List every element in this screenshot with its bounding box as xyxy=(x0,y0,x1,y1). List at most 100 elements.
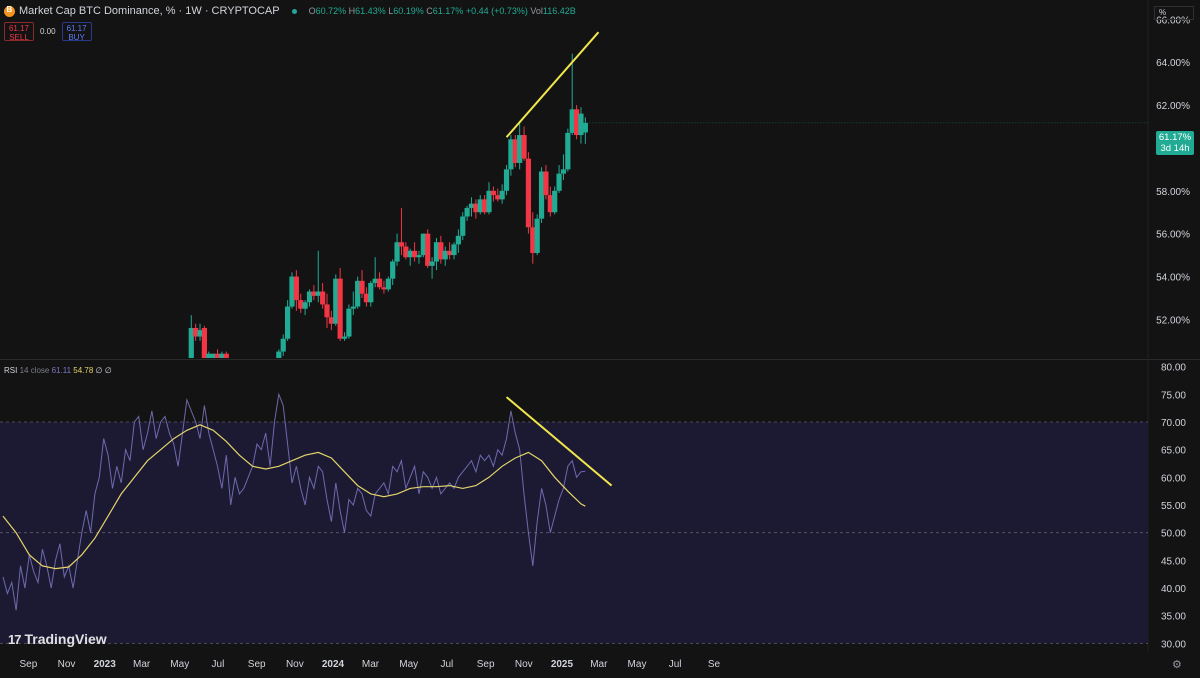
time-axis-tick: Jul xyxy=(669,659,682,670)
candle-body xyxy=(582,122,588,133)
candle-body xyxy=(560,169,567,174)
time-axis-tick: Sep xyxy=(248,659,266,670)
candle-body xyxy=(464,207,470,217)
candle-body xyxy=(219,353,225,358)
brand-name: TradingView xyxy=(24,631,107,647)
tradingview-logo[interactable]: 17 TradingView xyxy=(8,631,107,647)
rsi-ma-value: 54.78 xyxy=(73,366,94,375)
candle-body xyxy=(206,353,212,358)
scale-unit-selector[interactable]: % xyxy=(1154,6,1194,20)
candle-body xyxy=(495,195,501,200)
time-axis-tick: Sep xyxy=(19,659,37,670)
price-axis-tick: 66.00% xyxy=(1156,15,1190,26)
rsi-legend[interactable]: RSI 14 close 61.11 54.78 ∅ ∅ xyxy=(4,366,112,375)
time-axis-tick: 2023 xyxy=(94,659,117,670)
candle-body xyxy=(320,291,326,305)
time-axis-tick: Nov xyxy=(58,659,76,670)
time-axis-tick: Jul xyxy=(212,659,225,670)
candle-body xyxy=(363,293,370,303)
candle-body xyxy=(372,278,378,283)
time-axis-tick: Nov xyxy=(286,659,304,670)
candle-body xyxy=(376,278,383,288)
candle-body xyxy=(298,300,304,309)
time-axis-tick: Mar xyxy=(133,659,151,670)
rsi-axis-tick: 55.00 xyxy=(1161,501,1186,512)
time-axis-tick: May xyxy=(399,659,418,670)
candle-body xyxy=(324,304,330,318)
candle-body xyxy=(403,246,409,258)
rsi-axis-tick: 70.00 xyxy=(1161,418,1186,429)
candle-body xyxy=(398,242,405,247)
candle-body xyxy=(578,113,584,136)
spread-value: 0.00 xyxy=(40,27,56,36)
candle-body xyxy=(468,203,475,208)
rsi-axis-tick: 50.00 xyxy=(1161,529,1186,540)
candle-body xyxy=(390,261,396,279)
candle-body xyxy=(490,190,496,196)
price-axis-tick: 56.00% xyxy=(1156,230,1190,241)
candle-body xyxy=(447,250,453,256)
candle-body xyxy=(355,280,361,307)
time-axis-tick: Nov xyxy=(515,659,533,670)
candle-body xyxy=(223,353,229,358)
rsi-axis-tick: 35.00 xyxy=(1161,612,1186,623)
candle-body xyxy=(311,291,317,296)
rsi-axis-tick: 60.00 xyxy=(1161,473,1186,484)
candle-body xyxy=(455,235,461,245)
sell-button[interactable]: 61.17 SELL xyxy=(4,22,34,42)
candle-body xyxy=(547,195,553,213)
time-axis-tick: Sep xyxy=(477,659,495,670)
candle-body xyxy=(543,171,549,196)
candle-body xyxy=(407,250,413,258)
buy-button[interactable]: 61.17 BUY xyxy=(61,22,92,42)
last-price-value: 61.17% xyxy=(1158,132,1192,143)
candle-body xyxy=(285,306,291,339)
ohlc-values: O60.72% H61.43% L60.19% C61.17% +0.44 (+… xyxy=(308,6,576,16)
candle-body xyxy=(556,173,562,191)
bitcoin-icon xyxy=(4,5,15,17)
candle-body xyxy=(451,244,457,256)
candle-body xyxy=(381,287,387,290)
rsi-axis-tick: 45.00 xyxy=(1161,556,1186,567)
bar-countdown: 3d 14h xyxy=(1160,143,1190,154)
tradingview-logo-icon: 17 xyxy=(8,631,22,647)
time-axis-tick: Jul xyxy=(440,659,453,670)
rsi-value: 61.11 xyxy=(51,366,72,375)
market-status-dot xyxy=(291,8,297,14)
candle-body xyxy=(508,139,514,170)
time-axis-tick: Se xyxy=(708,659,721,670)
candle-body xyxy=(346,308,352,337)
candle-body xyxy=(341,336,348,339)
candle-body xyxy=(438,242,444,260)
time-axis-tick: May xyxy=(170,659,189,670)
rsi-axis-tick: 65.00 xyxy=(1161,446,1186,457)
candle-body xyxy=(429,261,435,266)
settings-gear-icon[interactable]: ⚙ xyxy=(1172,659,1182,671)
candle-body xyxy=(333,278,339,324)
candle-body xyxy=(337,278,343,339)
candle-body xyxy=(473,203,479,213)
candle-body xyxy=(425,233,431,266)
candle-body xyxy=(525,158,532,228)
candle-body xyxy=(433,242,440,262)
price-axis-tick: 64.00% xyxy=(1156,58,1190,69)
candle-body xyxy=(289,276,295,307)
candle-body xyxy=(573,109,580,136)
candle-body xyxy=(477,199,483,213)
time-axis-tick: 2025 xyxy=(551,659,574,670)
candle-body xyxy=(442,250,448,260)
candle-body xyxy=(193,327,199,337)
rsi-params: 14 close xyxy=(19,366,50,375)
candle-body xyxy=(411,250,418,258)
candle-body xyxy=(197,330,203,337)
trade-buttons: 61.17 SELL 0.00 61.17 BUY xyxy=(4,22,92,42)
price-axis-tick: 62.00% xyxy=(1156,101,1190,112)
candle-body xyxy=(517,135,523,163)
symbol-header: Market Cap BTC Dominance, % · 1W · CRYPT… xyxy=(4,5,576,17)
candle-body xyxy=(201,327,208,358)
rsi-name: RSI xyxy=(4,366,18,375)
candle-body xyxy=(499,190,505,200)
time-axis-tick: 2024 xyxy=(322,659,345,670)
symbol-title[interactable]: Market Cap BTC Dominance, % · 1W · CRYPT… xyxy=(19,5,280,17)
